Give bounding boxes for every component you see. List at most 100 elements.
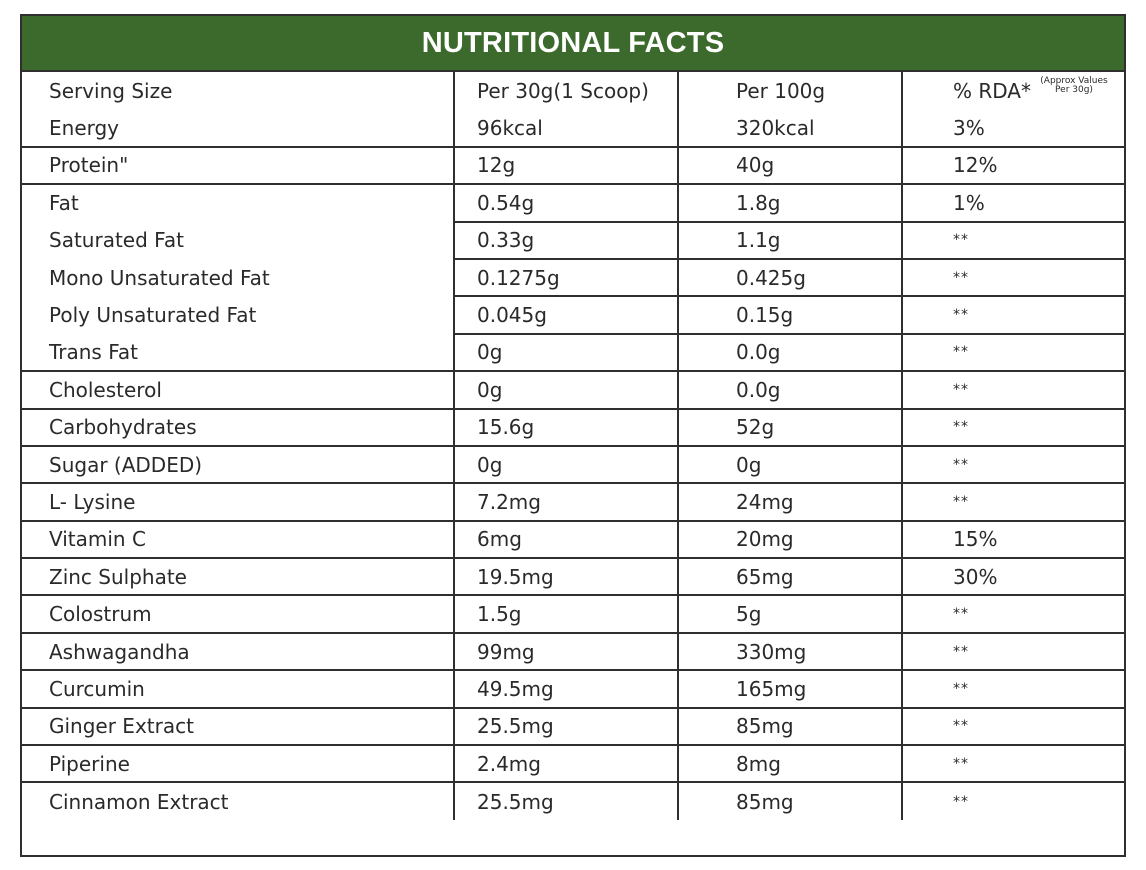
nutrient-name: Ashwagandha <box>22 631 454 671</box>
per-serving-value: 96kcal <box>453 109 678 147</box>
per-100g-value: 5g <box>677 594 902 633</box>
per-serving-value: 49.5mg <box>453 669 678 708</box>
per-serving-value: 15.6g <box>453 407 678 446</box>
per-100g-value: 320kcal <box>677 109 902 147</box>
per-serving-value: 99mg <box>453 631 678 671</box>
nutrient-name: Ginger Extract <box>22 706 454 746</box>
nutrient-name: Piperine <box>22 744 454 783</box>
rda-value: 30% <box>901 557 1124 596</box>
per-100g-value: 40g <box>677 145 902 185</box>
nutrient-name: Poly Unsaturated Fat <box>49 303 257 328</box>
table-row: Zinc Sulphate 19.5mg 65mg 30% <box>22 557 1124 596</box>
table-row: Cinnamon Extract 25.5mg 85mg ** <box>22 781 1124 820</box>
table-row: Piperine 2.4mg 8mg ** <box>22 744 1124 783</box>
per-100g-value: 8mg <box>677 744 902 783</box>
table-row: L- Lysine 7.2mg 24mg ** <box>22 482 1124 521</box>
table-row: Energy 96kcal 320kcal 3% <box>22 109 1124 147</box>
table-row: Protein" 12g 40g 12% <box>22 145 1124 185</box>
nutrient-name: Sugar (ADDED) <box>22 444 454 484</box>
rda-value: 15% <box>901 519 1124 559</box>
nutrient-name: Cholesterol <box>22 370 454 409</box>
table-row: Saturated Fat 0.33g 1.1g ** <box>22 220 1124 259</box>
rda-value: ** <box>901 781 1124 820</box>
nutrient-name: Energy <box>49 115 120 140</box>
title-bar: NUTRITIONAL FACTS <box>22 16 1124 72</box>
serving-size-header: Serving Size <box>49 78 173 103</box>
nutrient-name: Zinc Sulphate <box>22 557 454 596</box>
per-serving-value: 0g <box>453 332 678 372</box>
per-serving-value: 2.4mg <box>453 744 678 783</box>
nutrient-name: Trans Fat <box>49 339 138 364</box>
nutrition-table: Serving Size Per 30g(1 Scoop) Per 100g %… <box>22 72 1124 820</box>
rda-value: ** <box>901 706 1124 746</box>
nutrient-name: Protein" <box>22 145 454 185</box>
per-serving-value: 6mg <box>453 519 678 559</box>
rda-value: ** <box>901 669 1124 708</box>
nutrient-name: Vitamin C <box>22 519 454 559</box>
table-row: Sugar (ADDED) 0g 0g ** <box>22 444 1124 484</box>
per-100g-value: 0.15g <box>677 295 902 334</box>
per-100g-value: 65mg <box>677 557 902 596</box>
table-row: Fat 0.54g 1.8g 1% <box>22 183 1124 222</box>
rda-value: ** <box>901 257 1124 297</box>
nutrient-name: Saturated Fat <box>49 228 184 253</box>
table-row: Curcumin 49.5mg 165mg ** <box>22 669 1124 708</box>
per-serving-value: 7.2mg <box>453 482 678 521</box>
per-serving-value: 25.5mg <box>453 781 678 820</box>
rda-value: 12% <box>901 145 1124 185</box>
rda-header-note: (Approx Values Per 30g) <box>1040 75 1108 95</box>
per-100g-header: Per 100g <box>677 72 902 110</box>
rda-value: ** <box>901 220 1124 259</box>
nutrient-name: Mono Unsaturated Fat <box>49 265 270 290</box>
table-row: Colostrum 1.5g 5g ** <box>22 594 1124 633</box>
per-100g-value: 24mg <box>677 482 902 521</box>
rda-value: ** <box>901 407 1124 446</box>
per-serving-value: 12g <box>453 145 678 185</box>
rda-value: ** <box>901 370 1124 409</box>
nutrient-name: Colostrum <box>22 594 454 633</box>
table-row: Poly Unsaturated Fat 0.045g 0.15g ** <box>22 295 1124 334</box>
per-serving-value: 19.5mg <box>453 557 678 596</box>
per-100g-value: 0.425g <box>677 257 902 297</box>
rda-value: 3% <box>901 109 1124 147</box>
rda-header-cell: % RDA* (Approx Values Per 30g) <box>901 72 1124 110</box>
table-row: Ginger Extract 25.5mg 85mg ** <box>22 706 1124 746</box>
rda-value: ** <box>901 482 1124 521</box>
table-row: Cholesterol 0g 0.0g ** <box>22 370 1124 409</box>
nutrient-rows: Energy 96kcal 320kcal 3% Protein" 12g 40g 12% Fa… <box>22 109 1124 820</box>
rda-value: ** <box>901 295 1124 334</box>
per-serving-value: 0.33g <box>453 220 678 259</box>
rda-value: ** <box>901 631 1124 671</box>
rda-value: ** <box>901 332 1124 372</box>
table-row: Mono Unsaturated Fat 0.1275g 0.425g ** <box>22 257 1124 297</box>
per-100g-value: 330mg <box>677 631 902 671</box>
per-serving-value: 1.5g <box>453 594 678 633</box>
per-serving-value: 0g <box>453 370 678 409</box>
header-row: Serving Size Per 30g(1 Scoop) Per 100g %… <box>22 72 1124 110</box>
nutrient-name: Fat <box>22 183 454 222</box>
per-100g-value: 52g <box>677 407 902 446</box>
nutrient-name: L- Lysine <box>22 482 454 521</box>
per-serving-value: 0.1275g <box>453 257 678 297</box>
per-serving-value: 0.045g <box>453 295 678 334</box>
rda-value: 1% <box>901 183 1124 222</box>
per-100g-value: 1.1g <box>677 220 902 259</box>
rda-header-label: % RDA* <box>953 78 1031 103</box>
nutrient-name: Carbohydrates <box>22 407 454 446</box>
per-100g-value: 0.0g <box>677 332 902 372</box>
per-100g-value: 0g <box>677 444 902 484</box>
per-100g-value: 20mg <box>677 519 902 559</box>
rda-header: % RDA* (Approx Values Per 30g) <box>953 76 1113 103</box>
per-100g-value: 1.8g <box>677 183 902 222</box>
page-title: NUTRITIONAL FACTS <box>421 26 725 59</box>
per-100g-value: 85mg <box>677 781 902 820</box>
table-row: Trans Fat 0g 0.0g ** <box>22 332 1124 372</box>
per-serving-value: 25.5mg <box>453 706 678 746</box>
table-row: Vitamin C 6mg 20mg 15% <box>22 519 1124 559</box>
rda-value: ** <box>901 744 1124 783</box>
nutrient-name: Curcumin <box>22 669 454 708</box>
per-serving-value: 0g <box>453 444 678 484</box>
per-serving-header: Per 30g(1 Scoop) <box>453 72 678 110</box>
per-100g-value: 165mg <box>677 669 902 708</box>
per-100g-value: 85mg <box>677 706 902 746</box>
